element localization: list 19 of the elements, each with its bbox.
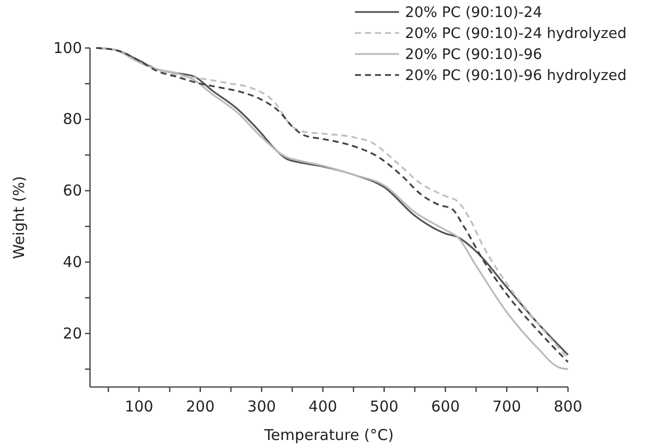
x-tick-label: 800	[554, 398, 582, 416]
legend-label: 20% PC (90:10)-96	[405, 47, 542, 63]
y-tick-label: 20	[62, 324, 82, 342]
y-tick-label: 40	[62, 252, 82, 271]
x-tick-label: 500	[370, 398, 398, 416]
legend-label: 20% PC (90:10)-96 hydrolyzed	[405, 68, 627, 84]
legend-label: 20% PC (90:10)-24 hydrolyzed	[405, 26, 627, 42]
x-tick-label: 300	[247, 398, 276, 416]
y-tick-label: 80	[62, 110, 82, 128]
y-tick-label: 100	[53, 38, 82, 57]
x-axis-title: Temperature (°C)	[263, 426, 394, 444]
x-tick-label: 100	[124, 398, 154, 416]
x-tick-label: 700	[492, 398, 522, 416]
x-tick-label: 200	[186, 398, 215, 416]
x-tick-label: 600	[431, 398, 460, 416]
x-tick-label: 400	[308, 398, 338, 416]
legend-label: 20% PC (90:10)-24	[405, 5, 542, 21]
y-axis-title: Weight (%)	[10, 176, 28, 259]
y-tick-label: 60	[62, 182, 82, 200]
